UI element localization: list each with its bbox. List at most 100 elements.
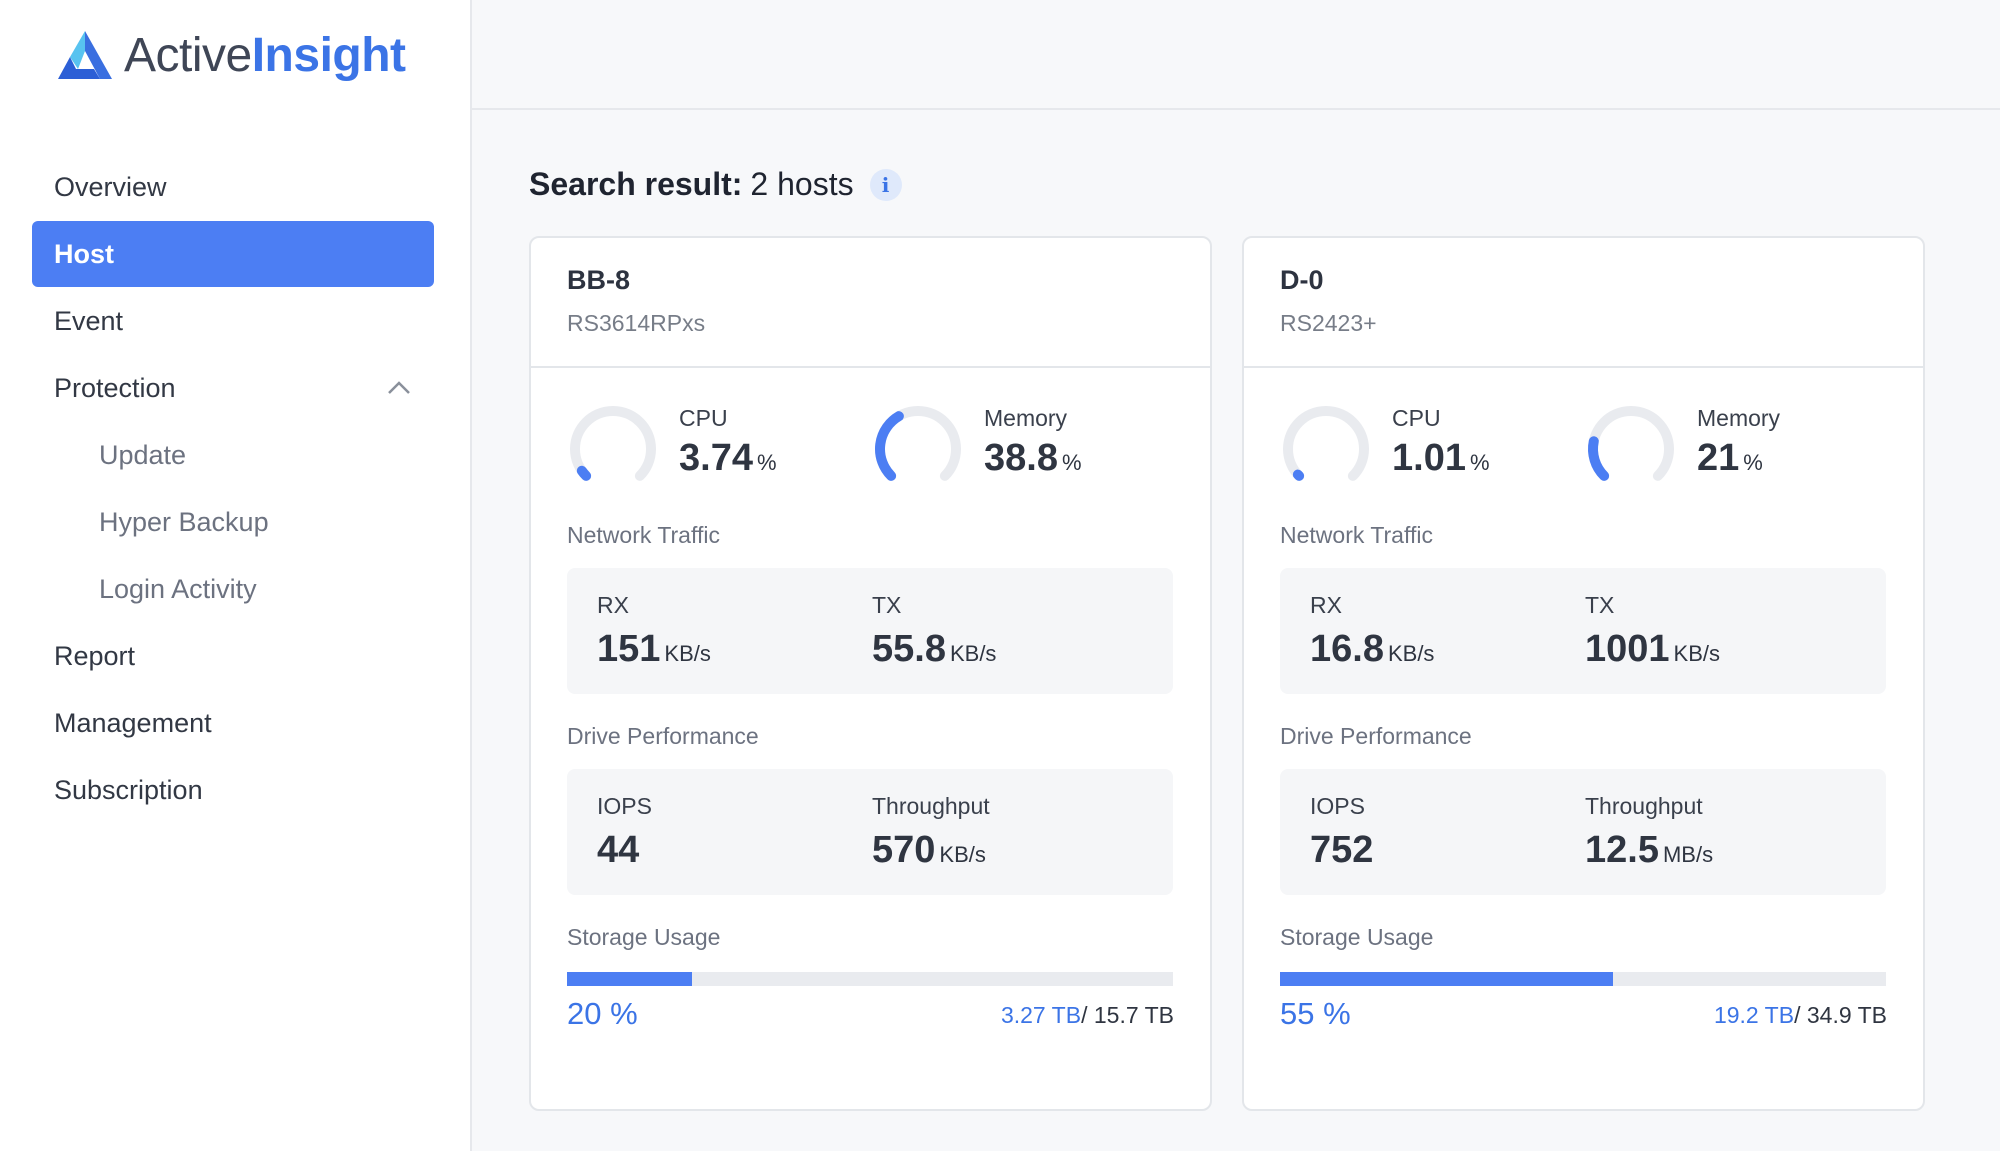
throughput-stat: Throughput 12.5 MB/s (1585, 791, 1713, 880)
storage-usage-label: Storage Usage (1280, 924, 1434, 950)
drive-performance-label: Drive Performance (567, 723, 759, 749)
throughput-value: 570 (872, 829, 936, 871)
sidebar-item-label: Subscription (54, 774, 203, 805)
sidebar-item-label: Protection (54, 372, 176, 403)
cpu-label: CPU (1392, 405, 1441, 431)
host-model: RS2423+ (1280, 310, 1377, 336)
sidebar-item-label: Hyper Backup (99, 506, 269, 537)
sidebar-item-label: Login Activity (99, 573, 257, 604)
rx-label: RX (597, 592, 629, 618)
info-icon[interactable]: i (869, 168, 902, 201)
memory-gauge-fill (1588, 436, 1610, 481)
storage-usage-fill (1280, 972, 1614, 986)
memory-gauge (1588, 406, 1674, 481)
sidebar-item-overview[interactable]: Overview (32, 154, 434, 220)
cpu-gauge-fill (1292, 469, 1305, 481)
chevron-up-icon[interactable] (386, 375, 412, 401)
tx-stat: TX 55.8 KB/s (872, 590, 996, 679)
cpu-value-number: 1.01 (1392, 437, 1466, 479)
network-traffic-label: Network Traffic (567, 522, 720, 548)
network-traffic-box: RX 16.8 KB/s TX 1001 KB/s (1280, 568, 1886, 694)
app-logo[interactable]: ActiveInsight (56, 28, 406, 84)
cpu-gauge-fill (576, 465, 592, 481)
search-result-label: Search result: (529, 166, 743, 202)
throughput-label: Throughput (872, 793, 990, 819)
cpu-metric: CPU 3.74% (567, 403, 777, 495)
throughput-unit: KB/s (939, 842, 986, 867)
host-card[interactable]: BB-8 RS3614RPxs CPU 3.74% Memory 38.8% N… (529, 236, 1212, 1111)
sidebar-item-hyper-backup[interactable]: Hyper Backup (32, 489, 434, 555)
tx-label: TX (1585, 592, 1615, 618)
sidebar-item-host[interactable]: Host (32, 221, 434, 287)
storage-used[interactable]: 19.2 TB (1713, 1002, 1795, 1028)
throughput-stat: Throughput 570 KB/s (872, 791, 990, 880)
storage-usage-bar (1280, 972, 1886, 986)
memory-unit: % (1743, 450, 1763, 475)
brand-part-2: Insight (251, 29, 406, 82)
rx-value: 16.8 (1310, 628, 1384, 670)
cpu-unit: % (756, 450, 777, 475)
memory-value: 21% (1697, 433, 1780, 488)
cpu-unit: % (1469, 450, 1490, 475)
sidebar-item-label: Management (54, 707, 212, 738)
rx-label: RX (1310, 592, 1342, 618)
host-name: D-0 (1280, 265, 1324, 295)
memory-value: 38.8% (984, 433, 1082, 488)
memory-value-number: 21 (1697, 437, 1740, 479)
memory-value-number: 38.8 (984, 437, 1058, 479)
iops-label: IOPS (1310, 793, 1365, 819)
cpu-value: 3.74% (679, 433, 777, 488)
host-model: RS3614RPxs (567, 310, 706, 336)
memory-metric: Memory 21% (1585, 403, 1780, 495)
sidebar-item-update[interactable]: Update (32, 422, 434, 488)
iops-value: 44 (597, 829, 640, 871)
tx-unit: KB/s (1673, 641, 1721, 666)
logo-icon (58, 31, 112, 79)
sidebar-item-label: Event (54, 305, 124, 336)
memory-gauge (875, 406, 961, 481)
network-traffic-box: RX 151 KB/s TX 55.8 KB/s (567, 568, 1173, 694)
throughput-unit: MB/s (1662, 842, 1714, 867)
storage-usage-fill (567, 972, 693, 986)
memory-unit: % (1061, 450, 1082, 475)
sidebar-item-label: Update (99, 439, 187, 470)
storage-total: / 34.9 TB (1794, 1002, 1887, 1028)
sidebar-item-report[interactable]: Report (32, 623, 434, 689)
drive-performance-box: IOPS 752 Throughput 12.5 MB/s (1280, 769, 1886, 895)
throughput-value: 12.5 (1585, 829, 1659, 871)
storage-usage-amount: 3.27 TB/ 15.7 TB (1001, 1002, 1174, 1029)
cpu-gauge (570, 406, 656, 481)
storage-usage-percent: 20 % (567, 996, 638, 1031)
drive-performance-label: Drive Performance (1280, 723, 1472, 749)
search-result-heading: Search result: 2 hosts i (529, 166, 902, 203)
storage-usage-percent: 55 % (1280, 996, 1351, 1031)
rx-unit: KB/s (664, 641, 711, 666)
memory-label: Memory (1697, 405, 1781, 431)
sidebar-item-subscription[interactable]: Subscription (32, 757, 434, 823)
tx-value: 1001 (1585, 628, 1670, 670)
search-result-count: 2 hosts (750, 166, 854, 202)
cpu-value: 1.01% (1392, 433, 1490, 488)
cpu-gauge-track (1283, 406, 1369, 481)
iops-stat: IOPS 752 (1310, 791, 1373, 875)
sidebar-item-management[interactable]: Management (32, 690, 434, 756)
network-traffic-label: Network Traffic (1280, 522, 1433, 548)
throughput-label: Throughput (1585, 793, 1703, 819)
rx-stat: RX 151 KB/s (597, 590, 711, 679)
sidebar-item-event[interactable]: Event (32, 288, 434, 354)
memory-gauge-fill (875, 411, 904, 481)
sidebar-item-label: Host (54, 238, 114, 269)
host-card-header: D-0 RS2423+ (1244, 238, 1923, 368)
brand-name: ActiveInsight (124, 28, 406, 84)
top-bar (472, 0, 2000, 110)
iops-stat: IOPS 44 (597, 791, 652, 875)
sidebar-item-login-activity[interactable]: Login Activity (32, 556, 434, 622)
storage-used[interactable]: 3.27 TB (1000, 1002, 1082, 1028)
cpu-value-number: 3.74 (679, 437, 753, 479)
rx-value: 151 (597, 628, 661, 670)
sidebar-item-protection[interactable]: Protection (32, 355, 434, 421)
memory-gauge-track (1588, 406, 1674, 481)
host-card[interactable]: D-0 RS2423+ CPU 1.01% Memory 21% Network… (1242, 236, 1925, 1111)
sidebar: ActiveInsight Overview Host Event Protec… (0, 0, 472, 1151)
host-card-header: BB-8 RS3614RPxs (531, 238, 1210, 368)
